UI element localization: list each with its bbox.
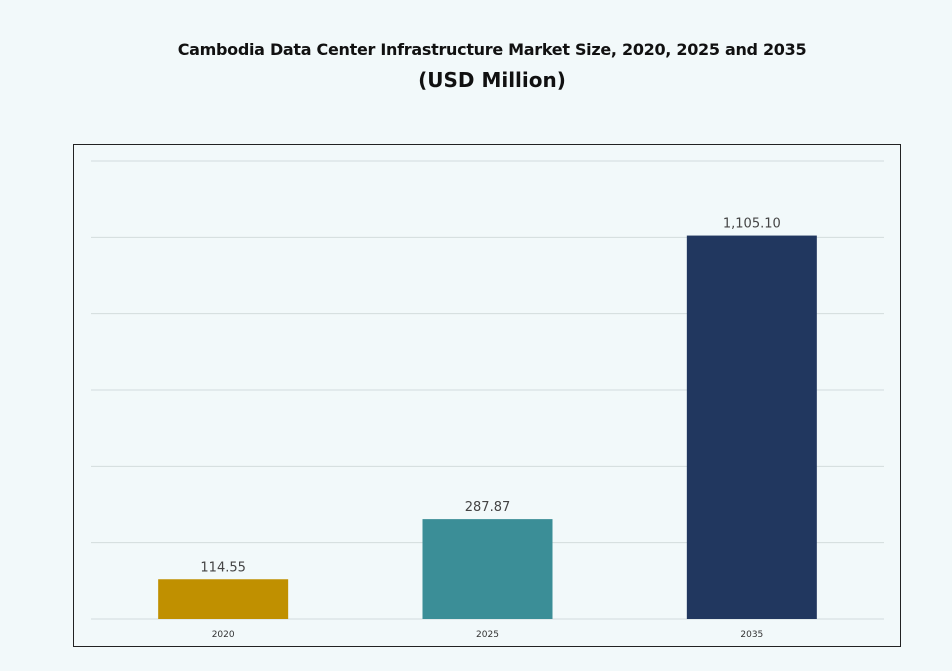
data-label-2025: 287.87	[465, 500, 511, 515]
x-tick-label-2025: 2025	[476, 630, 499, 640]
data-label-2020: 114.55	[200, 560, 246, 575]
x-tick-label-2035: 2035	[740, 630, 763, 640]
x-tick-label-2020: 2020	[212, 630, 235, 640]
data-label-2035: 1,105.10	[723, 217, 781, 232]
bar-2025	[422, 519, 553, 619]
bar-2035	[686, 235, 817, 619]
chart-subtitle: (USD Million)	[418, 68, 566, 92]
bar-2020	[158, 579, 289, 619]
chart-title: Cambodia Data Center Infrastructure Mark…	[177, 40, 807, 59]
plot-frame	[73, 144, 901, 647]
